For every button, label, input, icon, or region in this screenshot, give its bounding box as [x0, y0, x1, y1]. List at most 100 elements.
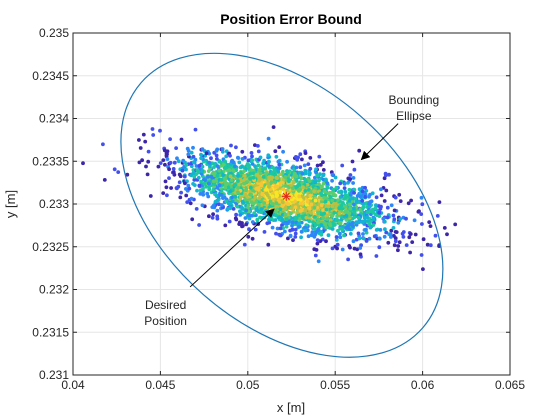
scatter-point [352, 210, 357, 215]
scatter-point [304, 215, 309, 220]
scatter-point [176, 184, 181, 189]
scatter-point [273, 149, 278, 154]
scatter-point [184, 167, 188, 172]
scatter-point [270, 225, 275, 230]
scatter-point [189, 150, 194, 155]
scatter-point [215, 157, 219, 161]
scatter-point [379, 193, 384, 198]
scatter-point [177, 180, 182, 185]
scatter-point [228, 206, 233, 211]
scatter-point [280, 213, 285, 217]
scatter-point [308, 193, 313, 198]
scatter-point [325, 181, 330, 186]
scatter-point [249, 200, 254, 205]
scatter-point [330, 172, 335, 177]
scatter-point [275, 226, 280, 231]
scatter-point [145, 172, 150, 177]
scatter-point [251, 188, 256, 193]
scatter-point [201, 192, 206, 197]
scatter-point [190, 217, 195, 222]
scatter-point [286, 236, 290, 241]
scatter-point [316, 259, 321, 264]
annotation-line: Desired [145, 298, 186, 312]
scatter-point [305, 199, 310, 204]
scatter-point [348, 231, 353, 236]
scatter-point [371, 223, 376, 228]
scatter-point [306, 162, 311, 167]
scatter-point [297, 189, 301, 193]
y-tick-label: 0.231 [39, 368, 69, 382]
scatter-point [372, 234, 377, 239]
scatter-point [254, 173, 259, 177]
scatter-point [407, 235, 412, 240]
scatter-point [383, 171, 388, 176]
desired-annotation-text: Desired Position [144, 298, 187, 328]
scatter-point [275, 176, 279, 181]
scatter-point [267, 214, 272, 219]
scatter-point [337, 206, 342, 211]
scatter-point [266, 136, 271, 141]
scatter-point [212, 182, 217, 187]
annotation-line: Bounding [389, 93, 440, 107]
scatter-point [267, 176, 272, 181]
scatter-point [204, 184, 209, 189]
scatter-point [259, 207, 264, 212]
scatter-point [346, 176, 351, 181]
scatter-point [352, 215, 357, 220]
scatter-point [194, 164, 199, 168]
scatter-point [256, 144, 260, 148]
scatter-point [412, 218, 417, 223]
scatter-point [277, 145, 282, 150]
scatter-point [273, 218, 278, 222]
scatter-point [150, 127, 155, 131]
scatter-point [163, 162, 167, 167]
scatter-point [223, 223, 228, 228]
scatter-point [283, 206, 288, 211]
scatter-point [229, 178, 234, 183]
scatter-point [338, 235, 343, 240]
scatter-point [238, 213, 243, 217]
annotation-line: Position [144, 314, 187, 328]
scatter-point [393, 236, 398, 241]
scatter-point [231, 168, 236, 173]
scatter-point [307, 219, 312, 224]
scatter-point [213, 199, 218, 204]
scatter-point [324, 214, 329, 219]
scatter-point [277, 162, 282, 167]
scatter-point [303, 178, 308, 183]
scatter-point [259, 203, 264, 207]
scatter-point [207, 214, 211, 219]
scatter-point [382, 219, 387, 224]
scatter-point [344, 213, 349, 218]
scatter-point [314, 167, 318, 172]
y-tick-label: 0.2315 [32, 325, 69, 339]
scatter-point [290, 186, 295, 191]
scatter-point [289, 211, 293, 216]
scatter-point [274, 209, 279, 214]
scatter-point [191, 145, 195, 150]
scatter-point [270, 194, 275, 199]
scatter-point [368, 200, 373, 204]
scatter-point [453, 222, 458, 227]
scatter-point [280, 218, 285, 223]
scatter-point [267, 184, 271, 189]
scatter-point [332, 202, 336, 206]
scatter-point [409, 198, 413, 203]
scatter-point [396, 248, 400, 253]
scatter-point [319, 232, 324, 237]
y-axis-label: y [m] [3, 190, 18, 218]
scatter-point [428, 224, 433, 229]
scatter-point [182, 174, 187, 179]
scatter-point [300, 171, 305, 176]
y-axis-ticks: 0.231 0.2315 0.232 0.2325 0.233 0.2335 0.234 0.… [32, 26, 510, 382]
scatter-point [428, 243, 433, 248]
scatter-point [349, 192, 353, 197]
scatter-point [323, 199, 328, 204]
scatter-point [258, 171, 263, 176]
scatter-point [303, 225, 307, 230]
scatter-point [361, 236, 366, 241]
scatter-point [250, 213, 254, 218]
scatter-point [230, 195, 235, 200]
scatter-point [358, 194, 363, 199]
scatter-point [393, 195, 398, 200]
